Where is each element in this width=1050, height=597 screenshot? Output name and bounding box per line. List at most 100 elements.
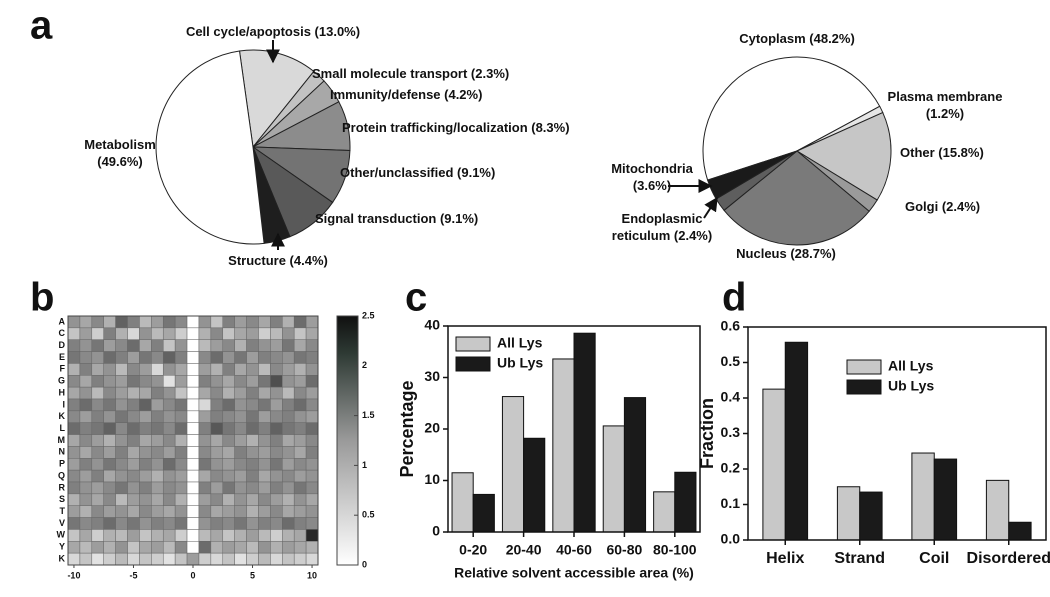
heat-cell [234,469,247,483]
y-tick-label: 0.0 [721,531,741,547]
heat-cell [305,351,319,364]
heat-cell [127,398,140,412]
heat-cell [127,541,140,554]
heat-cell [127,505,140,518]
heat-cell [198,422,212,435]
heat-cell [174,505,188,518]
heat-cell [270,458,283,471]
heat-cell [162,422,176,435]
heat-cell [305,541,319,554]
heat-cell [222,363,235,376]
legend-swatch [455,336,491,352]
heat-cell [67,458,81,471]
heat-cell [282,529,295,542]
heat-cell [210,315,224,329]
heat-cell [139,363,152,376]
heat-cell [222,375,235,388]
heat-cell [234,481,247,495]
heat-cell [79,410,93,423]
heat-cell [234,517,247,530]
heat-cell [103,469,116,483]
slice-label: Cytoplasm (48.2%) [739,31,855,46]
heat-cell [79,505,93,518]
y-tick-label: 40 [424,317,440,333]
heat-cell [234,434,247,447]
heat-cell [293,505,307,518]
heat-cell [127,327,140,340]
heat-cell [186,386,200,400]
row-label: A [59,316,66,326]
heat-cell [103,398,116,412]
heat-cell [222,552,235,566]
heat-cell [67,375,81,388]
heat-cell [127,410,140,423]
heat-cell [198,552,212,566]
heat-cell [91,315,104,329]
heat-cell [186,327,200,340]
heat-cell [115,327,128,340]
heat-cell [293,422,307,435]
heat-cell [293,529,307,542]
heat-cell [79,552,93,566]
heat-cell [67,505,81,518]
x-tick-label: 5 [250,570,255,580]
y-tick-label: 0.5 [721,353,741,369]
heat-cell [258,446,271,459]
bar [573,332,596,533]
heat-cell [282,552,295,566]
x-tick-label: Disordered [967,550,1050,567]
bar [523,437,546,533]
heat-cell [79,315,93,329]
heat-cell [282,458,295,471]
row-label: V [59,518,65,528]
heat-cell [79,363,93,376]
heat-cell [305,446,319,459]
heat-cell [234,315,247,329]
heat-cell [186,422,200,435]
heat-cell [162,458,176,471]
heat-cell [67,541,81,554]
heat-cell [91,481,104,495]
x-tick-label: 0-20 [459,542,487,558]
heat-cell [174,339,188,352]
heat-cell [270,375,283,388]
heat-cell [91,410,104,423]
heat-cell [234,375,247,388]
heat-cell [127,422,140,435]
heat-cell [103,517,116,530]
heat-cell [210,469,224,483]
heat-cell [115,363,128,376]
heat-cell [258,375,271,388]
heat-cell [234,493,247,506]
row-label: Q [58,470,65,480]
bar [836,486,861,541]
x-tick-label: 0 [190,570,195,580]
heat-cell [174,458,188,471]
heat-cell [162,517,176,530]
slice-label: Endoplasmic reticulum (2.4%) [611,211,713,243]
heat-cell [222,410,235,423]
heat-cell [139,529,152,542]
row-label: S [59,494,65,504]
heat-cell [67,517,81,530]
heat-cell [67,386,81,400]
heat-cell [282,363,295,376]
heat-cell [174,493,188,506]
heat-cell [91,422,104,435]
heat-cell [139,422,152,435]
heat-cell [186,481,200,495]
heat-cell [234,541,247,554]
heat-cell [186,517,200,530]
heat-cell [91,398,104,412]
heat-cell [162,469,176,483]
heat-cell [293,481,307,495]
colorbar-tick-label: 2.5 [362,310,375,320]
heat-cell [210,517,224,530]
heat-cell [234,363,247,376]
heat-cell [234,327,247,340]
colorbar-tick-label: 2 [362,360,367,370]
heat-cell [282,398,295,412]
heat-cell [282,446,295,459]
heat-cell [305,481,319,495]
heat-cell [293,315,307,329]
